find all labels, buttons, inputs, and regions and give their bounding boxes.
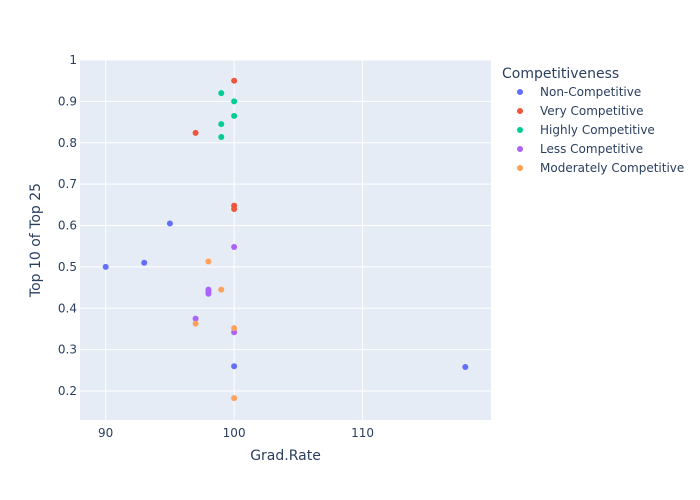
x-tick-label: 90 [98,426,113,440]
y-tick-label: 0.5 [58,260,77,274]
data-point-highly-competitive[interactable] [218,90,225,97]
data-point-non-competitive[interactable] [141,259,148,266]
plot-area [80,60,491,420]
y-tick-label: 0.7 [58,177,77,191]
point-layer [102,77,469,402]
data-point-highly-competitive[interactable] [218,121,225,128]
data-point-non-competitive[interactable] [231,363,238,370]
legend-marker-very-competitive[interactable] [517,108,523,114]
legend-marker-less-competitive[interactable] [517,146,523,152]
y-tick-label: 0.4 [58,301,77,315]
grid-layer [80,59,491,420]
data-point-less-competitive[interactable] [231,329,238,336]
data-point-non-competitive[interactable] [166,220,173,227]
legend-marker-highly-competitive[interactable] [517,127,523,133]
data-point-moderately-competitive[interactable] [231,395,238,402]
y-tick-label: 0.6 [58,219,77,233]
data-point-non-competitive[interactable] [462,364,469,371]
legend[interactable]: Competitiveness Non-Competitive Very Comp… [502,66,684,175]
y-axis-title: Top 10 of Top 25 [28,183,44,298]
legend-marker-moderately-competitive[interactable] [517,165,523,171]
data-point-moderately-competitive[interactable] [205,258,212,265]
x-tick-label: 110 [351,426,374,440]
data-point-moderately-competitive[interactable] [218,286,225,293]
data-point-non-competitive[interactable] [102,263,109,270]
data-point-highly-competitive[interactable] [231,98,238,105]
data-point-very-competitive[interactable] [231,77,238,84]
y-tick-label: 0.2 [58,384,77,398]
y-tick-label: 1 [69,53,77,67]
legend-label-very-competitive[interactable]: Very Competitive [540,104,643,118]
legend-label-highly-competitive[interactable]: Highly Competitive [540,123,655,137]
legend-label-less-competitive[interactable]: Less Competitive [540,142,643,156]
legend-label-non-competitive[interactable]: Non-Competitive [540,85,641,99]
x-tick-label: 100 [223,426,246,440]
legend-label-moderately-competitive[interactable]: Moderately Competitive [540,161,684,175]
y-tick-label: 0.9 [58,94,77,108]
data-point-very-competitive[interactable] [231,205,238,212]
data-point-less-competitive[interactable] [231,244,238,251]
y-tick-label: 0.3 [58,343,77,357]
x-axis-title: Grad.Rate [250,448,321,464]
data-point-less-competitive[interactable] [192,315,199,322]
data-point-moderately-competitive[interactable] [231,325,238,332]
legend-marker-non-competitive[interactable] [517,89,523,95]
data-point-highly-competitive[interactable] [218,133,225,140]
tick-layer: 0.2 0.3 0.4 0.5 0.6 0.7 0.8 0.9 1 90 100 110 [58,53,374,440]
data-point-moderately-competitive[interactable] [192,320,199,327]
data-point-highly-competitive[interactable] [231,112,238,119]
data-point-very-competitive[interactable] [192,129,199,136]
legend-items: Non-Competitive Very Competitive Highly Co… [517,85,684,175]
data-point-less-competitive[interactable] [205,290,212,297]
legend-title: Competitiveness [502,66,619,82]
y-tick-label: 0.8 [58,136,77,150]
